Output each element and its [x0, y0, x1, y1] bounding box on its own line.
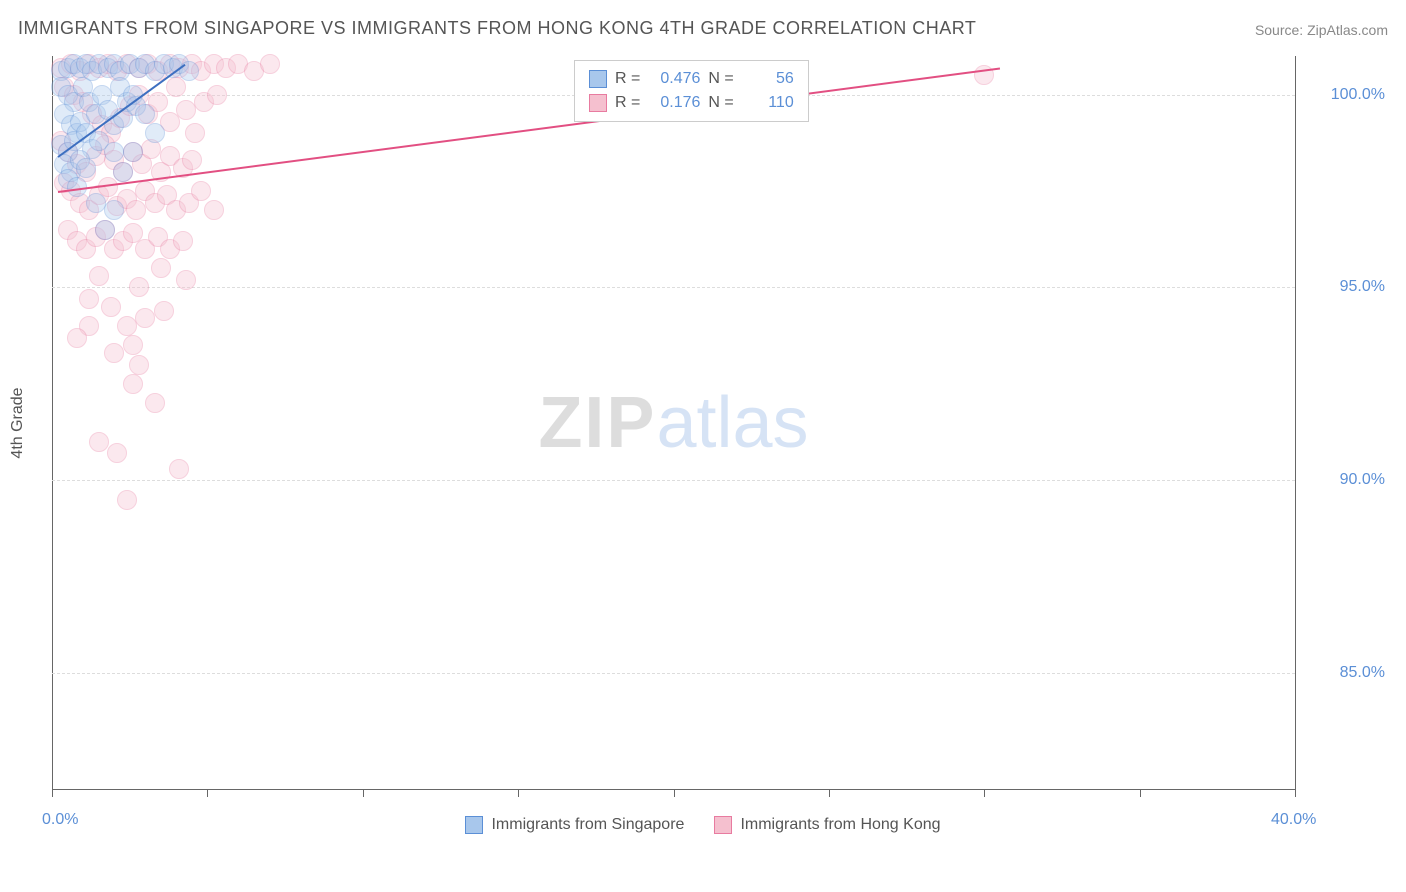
data-point	[104, 200, 124, 220]
watermark-atlas: atlas	[656, 383, 808, 463]
plot-area: 4th Grade ZIPatlas 85.0%90.0%95.0%100.0%…	[52, 56, 1296, 790]
data-point	[135, 308, 155, 328]
n-label: N =	[708, 67, 733, 91]
data-point	[169, 459, 189, 479]
legend-swatch	[589, 94, 607, 112]
n-label: N =	[708, 91, 733, 115]
x-tick	[1140, 789, 1141, 797]
r-value: 0.176	[648, 91, 700, 115]
legend-item-singapore: Immigrants from Singapore	[465, 816, 684, 834]
x-tick	[518, 789, 519, 797]
data-point	[126, 200, 146, 220]
x-tick	[207, 789, 208, 797]
data-point	[176, 100, 196, 120]
data-point	[173, 231, 193, 251]
data-point	[129, 355, 149, 375]
correlation-row: R = 0.476 N = 56	[589, 67, 794, 91]
data-point	[117, 316, 137, 336]
legend-swatch	[589, 70, 607, 88]
data-point	[117, 490, 137, 510]
data-point	[182, 150, 202, 170]
data-point	[154, 301, 174, 321]
correlation-row: R = 0.176 N = 110	[589, 91, 794, 115]
data-point	[107, 443, 127, 463]
data-point	[67, 328, 87, 348]
legend-item-hongkong: Immigrants from Hong Kong	[714, 816, 940, 834]
data-point	[151, 258, 171, 278]
legend-label-singapore: Immigrants from Singapore	[491, 816, 684, 834]
r-value: 0.476	[648, 67, 700, 91]
data-point	[123, 374, 143, 394]
legend-bottom: Immigrants from Singapore Immigrants fro…	[0, 816, 1406, 834]
data-point	[104, 343, 124, 363]
watermark: ZIPatlas	[538, 382, 808, 464]
data-point	[176, 270, 196, 290]
data-point	[104, 142, 124, 162]
x-tick	[52, 789, 53, 797]
r-label: R =	[615, 67, 640, 91]
x-tick	[1295, 789, 1296, 797]
data-point	[95, 220, 115, 240]
source-label: Source: ZipAtlas.com	[1255, 22, 1388, 38]
data-point	[145, 123, 165, 143]
data-point	[76, 158, 96, 178]
data-point	[89, 432, 109, 452]
y-axis-line	[52, 56, 53, 789]
data-point	[191, 181, 211, 201]
data-point	[113, 162, 133, 182]
data-point	[86, 193, 106, 213]
y-tick-label: 95.0%	[1305, 278, 1385, 296]
gridline	[52, 673, 1295, 674]
gridline	[52, 287, 1295, 288]
watermark-zip: ZIP	[538, 383, 656, 463]
y-axis-title: 4th Grade	[9, 387, 27, 458]
correlation-legend: R = 0.476 N = 56 R = 0.176 N = 110	[574, 60, 809, 122]
y-tick-label: 90.0%	[1305, 471, 1385, 489]
data-point	[145, 393, 165, 413]
x-tick	[829, 789, 830, 797]
data-point	[79, 289, 99, 309]
y-tick-label: 100.0%	[1305, 86, 1385, 104]
y-tick-label: 85.0%	[1305, 664, 1385, 682]
x-tick	[984, 789, 985, 797]
n-value: 110	[742, 91, 794, 115]
x-tick	[674, 789, 675, 797]
x-tick	[363, 789, 364, 797]
data-point	[123, 142, 143, 162]
data-point	[123, 335, 143, 355]
chart-title: IMMIGRANTS FROM SINGAPORE VS IMMIGRANTS …	[18, 18, 976, 39]
legend-swatch-hongkong	[714, 816, 732, 834]
n-value: 56	[742, 67, 794, 91]
legend-label-hongkong: Immigrants from Hong Kong	[740, 816, 940, 834]
r-label: R =	[615, 91, 640, 115]
data-point	[207, 85, 227, 105]
data-point	[185, 123, 205, 143]
data-point	[135, 104, 155, 124]
data-point	[260, 54, 280, 74]
data-point	[89, 266, 109, 286]
data-point	[129, 277, 149, 297]
data-point	[101, 297, 121, 317]
data-point	[204, 200, 224, 220]
legend-swatch-singapore	[465, 816, 483, 834]
gridline	[52, 480, 1295, 481]
